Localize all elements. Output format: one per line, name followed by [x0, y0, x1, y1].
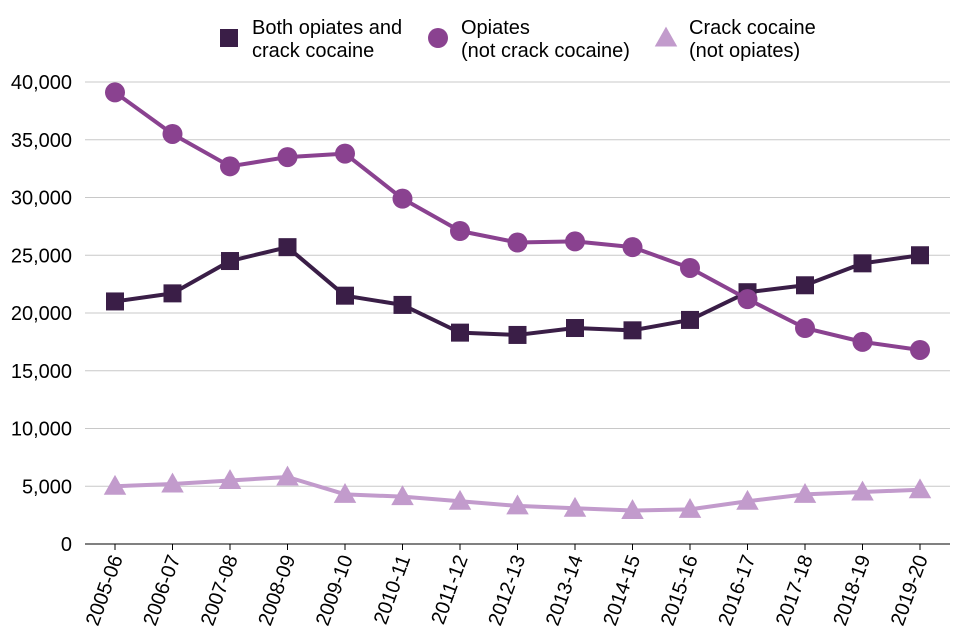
y-tick-label: 40,000 — [11, 72, 72, 94]
y-tick-label: 25,000 — [11, 245, 72, 267]
data-point — [277, 147, 298, 168]
data-point — [565, 231, 585, 252]
legend-label: (not opiates) — [689, 40, 800, 62]
data-point — [276, 465, 299, 486]
data-point — [450, 220, 470, 241]
y-tick-label: 5,000 — [22, 476, 72, 498]
x-tick-label: 2008-09 — [254, 552, 300, 629]
data-point — [162, 123, 183, 144]
y-tick-label: 10,000 — [11, 419, 72, 441]
x-tick-label: 2017-18 — [772, 552, 818, 629]
data-point — [737, 289, 758, 310]
gridlines — [85, 81, 950, 487]
legend-label: crack cocaine — [252, 40, 374, 62]
data-point — [218, 469, 242, 489]
data-point — [161, 472, 184, 493]
series-line — [113, 90, 921, 352]
data-point — [507, 232, 528, 253]
legend-item: Opiates(not crack cocaine) — [428, 17, 630, 62]
data-point — [105, 82, 125, 103]
legend-label: Crack cocaine — [689, 17, 816, 39]
data-point — [392, 188, 413, 209]
data-point — [911, 246, 929, 265]
data-point — [336, 286, 354, 305]
x-tick-label: 2011-12 — [427, 552, 472, 627]
x-axis: 2005-06 2006-07 2007-08 2008-09 2009-10 2010-… — [82, 543, 950, 629]
data-point — [621, 499, 644, 520]
legend-marker — [654, 26, 678, 47]
x-tick-label: 2013-14 — [542, 552, 588, 629]
y-tick-label: 15,000 — [11, 361, 72, 383]
legend-label: Opiates — [461, 17, 530, 39]
data-point — [333, 482, 357, 503]
y-axis: 0 5,000 10,000 15,000 20,000 25,000 30,000 35,0… — [11, 72, 72, 556]
x-tick-label: 2009-10 — [312, 552, 358, 629]
x-tick-label: 2016-17 — [714, 552, 760, 629]
data-point — [793, 482, 817, 503]
y-tick-label: 35,000 — [11, 130, 72, 152]
data-point — [106, 292, 124, 311]
data-point — [623, 321, 642, 340]
data-point — [393, 295, 412, 314]
data-point — [908, 478, 932, 499]
data-point — [853, 254, 872, 273]
x-tick-label: 2019-20 — [887, 552, 933, 629]
data-point — [681, 310, 699, 329]
data-point — [852, 331, 873, 352]
data-point — [278, 238, 297, 257]
data-point — [796, 276, 814, 295]
data-point — [508, 325, 527, 344]
series-group — [103, 82, 932, 520]
data-point — [910, 339, 930, 360]
legend-item: Crack cocaine(not opiates) — [654, 17, 816, 62]
x-tick-label: 2014-15 — [599, 552, 645, 629]
data-point — [220, 156, 240, 177]
data-point — [335, 143, 355, 164]
x-tick-label: 2006-07 — [139, 552, 185, 629]
data-point — [391, 485, 414, 506]
y-tick-label: 0 — [61, 534, 72, 556]
x-tick-label: 2010-11 — [370, 552, 415, 627]
y-tick-label: 20,000 — [11, 303, 72, 325]
data-point — [851, 480, 874, 501]
data-point — [506, 494, 529, 515]
data-point — [795, 318, 815, 339]
legend-marker — [220, 29, 238, 47]
data-point — [678, 498, 702, 518]
x-tick-label: 2015-16 — [657, 552, 703, 629]
data-point — [103, 474, 127, 495]
legend-label: (not crack cocaine) — [461, 40, 630, 62]
data-point — [448, 489, 472, 510]
data-point — [163, 284, 182, 303]
data-point — [622, 237, 643, 258]
x-tick-label: 2007-08 — [197, 552, 243, 629]
x-tick-label: 2018-19 — [829, 552, 875, 629]
series-square — [106, 238, 929, 344]
y-tick-label: 30,000 — [11, 188, 72, 210]
data-point — [451, 323, 469, 342]
series-triangle — [103, 465, 932, 520]
data-point — [563, 496, 587, 517]
legend-marker — [428, 28, 448, 48]
legend-label: Both opiates and — [252, 17, 402, 39]
series-circle — [105, 82, 930, 360]
x-tick-label: 2012-13 — [484, 552, 530, 629]
data-point — [221, 252, 239, 271]
data-point — [736, 489, 759, 510]
data-point — [680, 257, 700, 278]
data-point — [566, 319, 584, 338]
x-tick-label: 2005-06 — [82, 552, 128, 629]
